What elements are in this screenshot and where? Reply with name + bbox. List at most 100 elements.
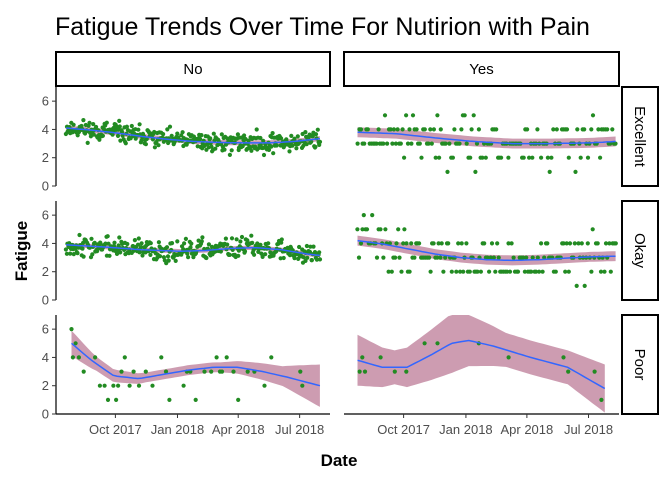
data-point [105, 234, 110, 239]
chart-title: Fatigue Trends Over Time For Nutirion wi… [55, 13, 590, 41]
data-point [385, 141, 390, 146]
data-point [313, 132, 319, 137]
data-point [495, 241, 500, 246]
data-point [521, 255, 526, 260]
data-point [426, 141, 431, 146]
data-point [234, 237, 239, 242]
data-point [443, 141, 448, 146]
data-point [561, 241, 566, 246]
data-point [567, 241, 573, 246]
data-point [304, 142, 309, 147]
data-point [427, 255, 432, 260]
data-point [381, 255, 386, 260]
data-point [485, 255, 490, 260]
data-point [90, 252, 95, 257]
data-point [383, 227, 388, 232]
data-point [496, 255, 501, 260]
data-point [81, 369, 86, 374]
data-point [282, 143, 287, 148]
data-point [297, 244, 302, 250]
data-point [395, 127, 400, 132]
data-point [436, 241, 441, 246]
data-point [214, 355, 219, 360]
data-point [494, 127, 499, 132]
data-point [258, 135, 263, 141]
y-axis-title: Fatigue [12, 221, 31, 281]
data-point [139, 241, 144, 246]
data-point [607, 241, 612, 246]
facet-strip-label-row: Poor [631, 349, 648, 381]
y-tick-label: 6 [42, 322, 49, 337]
data-point [404, 369, 409, 374]
data-point [417, 241, 422, 246]
data-point [573, 169, 578, 174]
data-point [410, 113, 416, 118]
panel-okay-no [63, 232, 323, 266]
data-point [164, 245, 170, 250]
data-point [435, 255, 440, 260]
data-point [435, 113, 440, 118]
data-point [505, 269, 510, 274]
data-point [164, 261, 169, 266]
data-point [120, 133, 125, 138]
y-tick-label: 0 [42, 179, 49, 194]
data-point [441, 269, 446, 274]
data-point [428, 127, 433, 132]
data-point [87, 120, 92, 125]
data-point [260, 254, 265, 259]
data-point [181, 383, 186, 388]
data-point [229, 148, 234, 153]
data-point [110, 132, 115, 137]
data-point [262, 383, 267, 388]
y-tick-label: 2 [42, 150, 49, 165]
y-tick-label: 2 [42, 378, 49, 393]
data-point [464, 241, 469, 246]
data-point [102, 383, 107, 388]
data-point [204, 255, 209, 261]
data-point [592, 369, 597, 374]
data-point [148, 252, 153, 257]
data-point [97, 383, 102, 388]
data-point [263, 252, 268, 257]
data-point [459, 127, 464, 132]
data-point [566, 369, 571, 374]
data-point [402, 155, 407, 160]
data-point [450, 155, 455, 160]
data-point [89, 236, 94, 241]
data-point [253, 144, 258, 149]
data-point [298, 369, 303, 374]
data-point [167, 124, 173, 129]
data-point [75, 251, 80, 256]
data-point [405, 141, 411, 146]
data-point [173, 258, 178, 263]
data-point [572, 241, 577, 246]
data-point [261, 138, 266, 143]
data-point [530, 255, 535, 260]
data-point [414, 127, 419, 132]
data-point [370, 213, 375, 218]
data-point [303, 130, 308, 135]
data-point [476, 127, 481, 132]
data-point [136, 236, 141, 241]
data-point [266, 241, 271, 246]
data-point [553, 269, 558, 274]
data-point [100, 133, 105, 138]
data-point [422, 341, 427, 346]
data-point [150, 383, 155, 388]
data-point [315, 127, 320, 132]
data-point [404, 241, 409, 246]
data-point [157, 254, 163, 259]
data-point [400, 127, 405, 132]
data-point [613, 241, 618, 246]
data-point [314, 257, 319, 262]
data-point [356, 255, 362, 260]
data-point [382, 113, 388, 118]
data-point [378, 355, 383, 360]
data-point [566, 155, 571, 160]
data-point [431, 127, 436, 132]
data-point [578, 155, 583, 160]
data-point [547, 169, 552, 174]
data-point [608, 269, 613, 274]
data-point [362, 369, 368, 374]
data-point [236, 253, 241, 258]
